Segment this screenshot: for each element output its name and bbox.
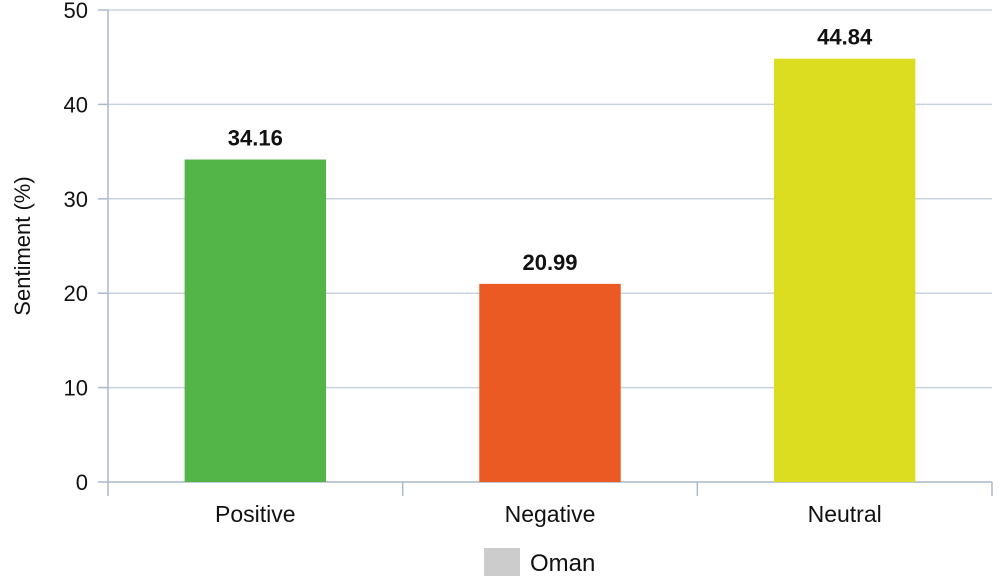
x-tick-label: Negative xyxy=(505,501,596,527)
y-axis-title: Sentiment (%) xyxy=(10,176,35,315)
y-tick-label: 50 xyxy=(64,0,88,23)
bar-neutral xyxy=(773,58,916,483)
y-tick-label: 0 xyxy=(76,470,88,495)
bars xyxy=(184,58,916,483)
bar-positive xyxy=(184,159,327,482)
y-tick-label: 20 xyxy=(64,281,88,306)
legend-swatch xyxy=(484,548,520,576)
legend: Oman xyxy=(484,548,595,577)
y-tick-label: 30 xyxy=(64,187,88,212)
y-tick-labels: 0 10 20 30 40 50 xyxy=(64,0,88,495)
x-tick-labels: Positive Negative Neutral xyxy=(215,501,882,527)
x-tick-label: Positive xyxy=(215,501,296,527)
y-tick-label: 40 xyxy=(64,92,88,117)
bar-negative xyxy=(479,283,621,482)
value-label: 44.84 xyxy=(817,25,873,50)
x-tick-label: Neutral xyxy=(808,501,882,527)
value-label: 34.16 xyxy=(228,126,283,151)
y-tick-label: 10 xyxy=(64,376,88,401)
value-label: 20.99 xyxy=(522,250,577,275)
legend-label: Oman xyxy=(530,550,595,577)
value-labels: 34.16 20.99 44.84 xyxy=(228,25,873,275)
